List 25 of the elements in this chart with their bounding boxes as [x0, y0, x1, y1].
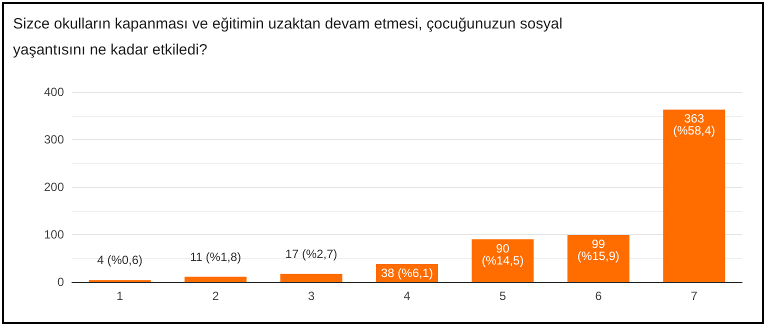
- y-tick-label: 0: [57, 275, 64, 289]
- bar: [280, 274, 342, 282]
- bar: [567, 234, 630, 282]
- x-tick-label: 4: [404, 289, 411, 303]
- y-tick-label: 100: [44, 228, 64, 242]
- x-tick-label: 5: [499, 289, 506, 303]
- data-label: 38 (%6,1): [380, 266, 434, 280]
- bar: [472, 239, 534, 282]
- bar: [663, 110, 726, 282]
- y-tick-label: 200: [44, 180, 64, 194]
- data-label: 363 (%58,4): [673, 112, 716, 138]
- x-tick-label: 7: [690, 289, 698, 303]
- x-tick-label: 1: [116, 289, 124, 303]
- x-tick-label: 2: [212, 289, 220, 303]
- x-tick-label: 3: [308, 289, 315, 303]
- data-label: 17 (%2,7): [285, 246, 338, 261]
- x-tick-label: 6: [595, 289, 602, 303]
- chart-title: Sizce okulların kapanması ve eğitimin uzaktan devam etmesi, çocuğunuzun sosyal yaşantısını ne kadar etkiledi?: [13, 16, 567, 58]
- data-label: 11 (%1,8): [190, 250, 242, 264]
- data-label: 4 (%0,6): [97, 253, 143, 268]
- data-label: 99 (%15,9): [577, 236, 620, 263]
- data-label: 90 (%14,5): [482, 241, 524, 268]
- bar: [184, 276, 247, 282]
- y-tick-label: 400: [44, 85, 64, 99]
- y-tick-label: 300: [44, 132, 64, 146]
